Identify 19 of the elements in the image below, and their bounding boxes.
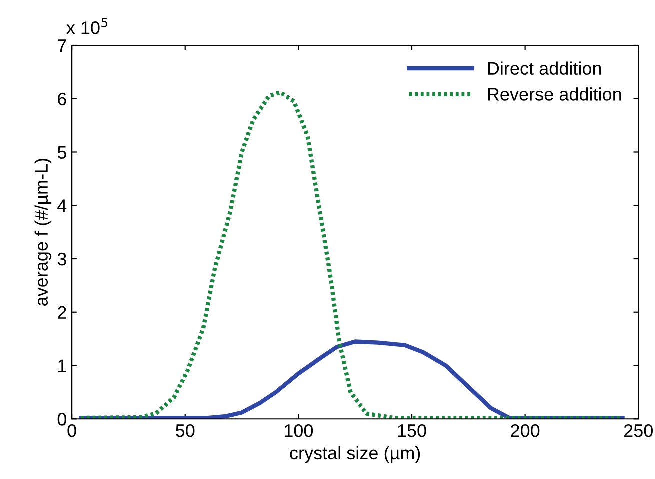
x-tick-label: 250	[624, 424, 653, 438]
legend-label: Reverse addition	[488, 88, 622, 101]
y-tick-label: 1	[58, 360, 66, 372]
y-tick-label: 6	[58, 92, 66, 106]
x-tick-label: 50	[176, 424, 195, 438]
y-tick-label: 0	[58, 413, 66, 426]
x-tick-label: 200	[511, 424, 540, 438]
y-tick-label: 3	[58, 252, 66, 266]
x-tick-label: 0	[68, 424, 76, 438]
y-tick-label: 2	[58, 306, 66, 319]
legend-label: Direct addition	[488, 62, 602, 76]
y-axis-title: average f (#/µm-L)	[34, 158, 52, 306]
x-tick-label: 100	[284, 424, 314, 438]
x-axis-title: crystal size (µm)	[290, 446, 420, 464]
text: x 10$^{5}$	[66, 18, 108, 34]
x-tick-label: 150	[398, 424, 426, 438]
y-tick-label: 5	[58, 146, 66, 159]
y-tick-label: 7	[58, 40, 66, 52]
y-tick-label: 4	[58, 200, 67, 212]
